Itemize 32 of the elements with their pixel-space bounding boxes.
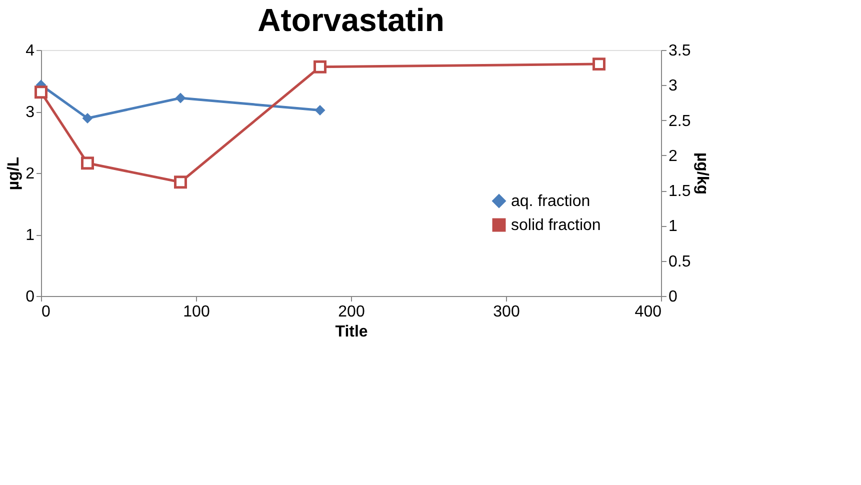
- y-tick-label: 4: [26, 42, 35, 60]
- y2-tick-label: 0: [668, 288, 678, 306]
- y-tick-label: 1: [26, 227, 35, 244]
- point: [175, 92, 186, 104]
- point: [82, 113, 93, 124]
- y-tick-label: 0: [26, 288, 35, 306]
- y-tick-label: 2: [26, 166, 35, 182]
- y2-tick-label: 2.5: [668, 112, 691, 130]
- y-axis-title: µg/L: [6, 156, 23, 190]
- point: [314, 105, 326, 116]
- point: [592, 58, 606, 71]
- chart-title: Atorvastatin: [258, 2, 444, 38]
- y-tick-label: 3: [26, 104, 35, 121]
- point: [34, 86, 48, 99]
- y2-tick-label: 3.5: [668, 42, 691, 60]
- legend-label: aq. fraction: [511, 193, 590, 210]
- point: [81, 156, 94, 170]
- legend-label: solid fraction: [511, 217, 601, 234]
- point: [174, 176, 187, 189]
- x-tick-label: 0: [42, 304, 50, 320]
- y2-axis-title: µg/kg: [694, 152, 711, 195]
- point: [314, 60, 326, 74]
- y2-tick-label: 2: [668, 148, 678, 165]
- x-tick-label: 100: [183, 304, 210, 320]
- x-axis-title: Title: [335, 324, 368, 340]
- y2-tick-label: 1.5: [668, 183, 691, 200]
- x-tick-label: 400: [634, 304, 662, 320]
- y2-tick-label: 1: [668, 218, 678, 236]
- y2-tick-label: 3: [668, 78, 678, 95]
- x-tick-label: 300: [493, 304, 520, 320]
- y2-tick-label: 0.5: [668, 253, 691, 270]
- x-tick-label: 200: [338, 304, 365, 320]
